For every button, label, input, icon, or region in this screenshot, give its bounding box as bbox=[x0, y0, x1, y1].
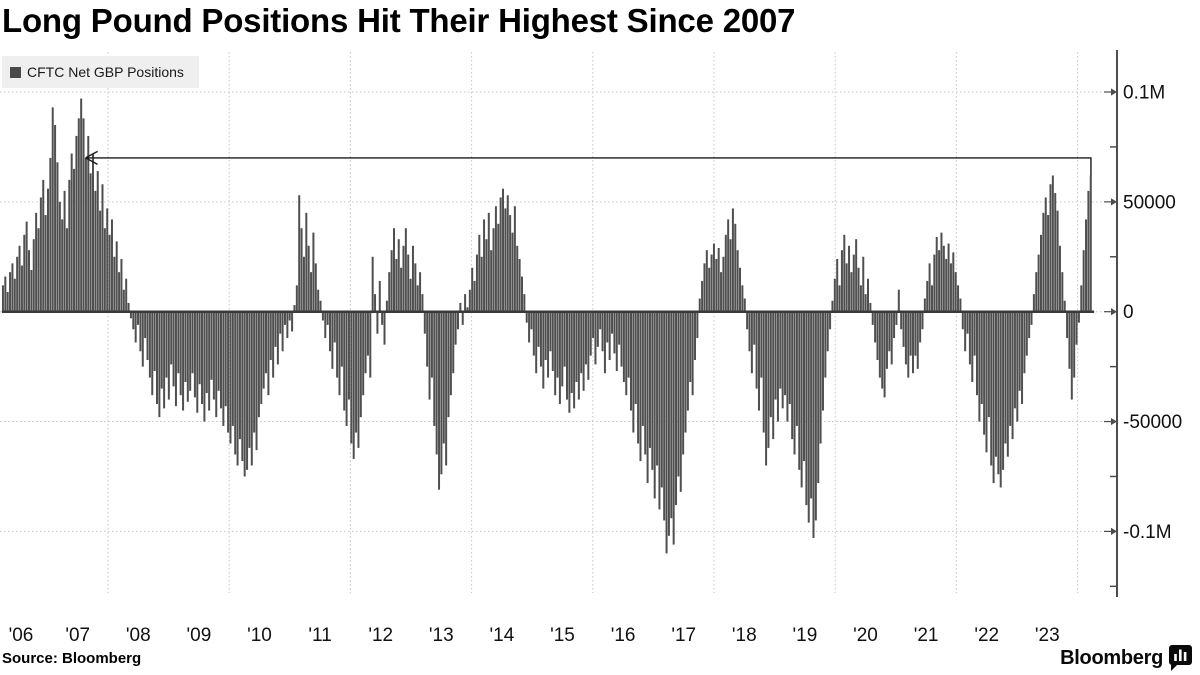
x-tick-label: '11 bbox=[308, 625, 331, 646]
x-tick-label: '19 bbox=[793, 625, 818, 646]
x-tick-label: '20 bbox=[853, 625, 878, 646]
annotation-arrow bbox=[85, 150, 1092, 176]
y-tick-label: -50000 bbox=[1123, 412, 1182, 433]
legend-label: CFTC Net GBP Positions bbox=[27, 64, 184, 80]
chart-title: Long Pound Positions Hit Their Highest S… bbox=[2, 2, 796, 39]
bloomberg-chart-bubble-icon bbox=[1169, 645, 1192, 671]
y-tick-label: 0 bbox=[1123, 302, 1134, 323]
y-tick-label: 50000 bbox=[1123, 192, 1176, 213]
bloomberg-branding: Bloomberg bbox=[1060, 645, 1192, 672]
x-tick-label: '07 bbox=[65, 625, 90, 646]
y-tick-label: 0.1M bbox=[1123, 83, 1165, 104]
bar-series bbox=[1, 98, 1092, 554]
x-tick-label: '16 bbox=[611, 625, 636, 646]
x-tick-label: '09 bbox=[187, 625, 212, 646]
legend-swatch-icon bbox=[10, 66, 21, 78]
x-tick-label: '23 bbox=[1035, 625, 1060, 646]
x-tick-label: '06 bbox=[9, 625, 34, 646]
legend-box: CFTC Net GBP Positions bbox=[2, 56, 199, 88]
x-tick-label: '17 bbox=[671, 625, 696, 646]
x-axis-labels: '06 '07 '08 '09 '10 '11 '12 '13 '14 '15 '16 '17 '18 '… bbox=[9, 625, 1060, 646]
x-tick-label: '10 bbox=[247, 625, 272, 646]
x-tick-label: '12 bbox=[368, 625, 393, 646]
x-tick-label: '15 bbox=[550, 625, 575, 646]
x-tick-label: '21 bbox=[914, 625, 939, 646]
x-tick-label: '13 bbox=[429, 625, 454, 646]
y-axis: 0.1M 50000 0 -50000 -0.1M bbox=[1104, 50, 1182, 597]
source-label: Source: Bloomberg bbox=[2, 650, 142, 667]
x-tick-label: '18 bbox=[732, 625, 757, 646]
bloomberg-wordmark: Bloomberg bbox=[1060, 647, 1163, 669]
x-tick-label: '08 bbox=[126, 625, 151, 646]
x-tick-label: '22 bbox=[974, 625, 999, 646]
x-tick-label: '14 bbox=[490, 625, 515, 646]
y-tick-label: -0.1M bbox=[1123, 522, 1172, 543]
